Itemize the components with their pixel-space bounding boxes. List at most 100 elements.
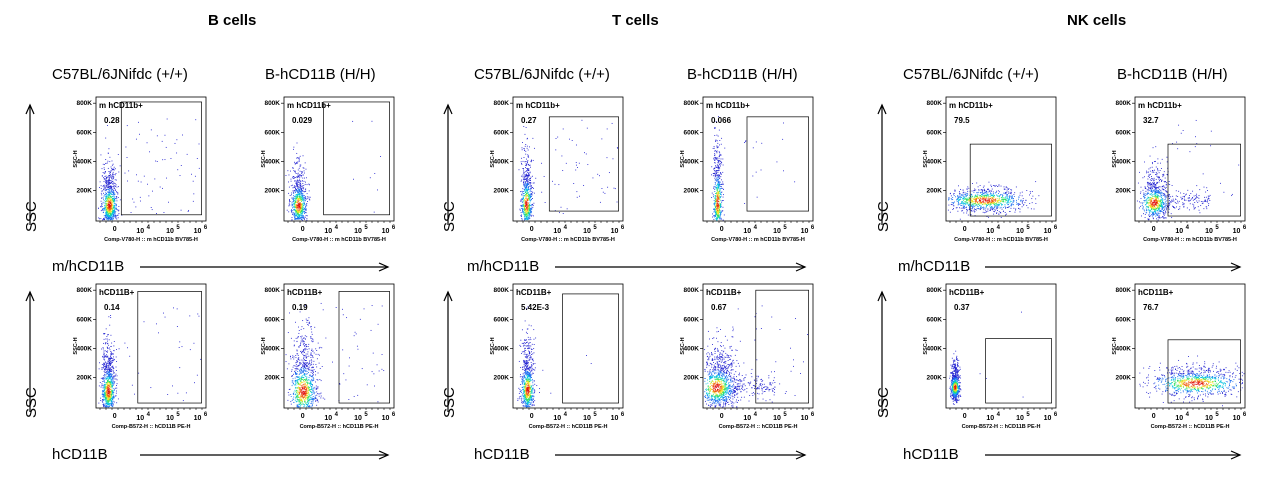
event-dot [1155,213,1157,215]
x-tick-label: 10 [743,228,751,235]
event-dot [104,397,106,399]
event-dot [300,191,302,193]
event-dot [972,204,974,206]
event-dot [292,207,293,209]
event-dot [1154,205,1155,206]
event-dot [990,193,992,195]
event-dot [1156,202,1158,204]
event-dot [524,190,526,192]
event-dot [302,174,304,176]
event-dot [296,209,298,211]
event-dot [988,202,990,204]
event-dot [300,209,302,211]
event-dot [714,200,716,202]
event-dot [170,158,172,159]
event-dot [1006,198,1008,200]
event-dot [297,209,299,211]
event-dot [996,208,998,210]
event-dot [993,196,995,198]
event-dot [1163,206,1165,207]
event-dot [525,175,527,177]
event-dot [998,197,1000,199]
event-dot [111,219,113,221]
event-dot [1163,189,1165,191]
event-dot [288,192,290,194]
event-dot [999,204,1000,206]
event-dot [302,190,304,192]
event-dot [101,190,103,192]
event-dot [529,164,531,166]
event-dot [303,170,305,172]
event-dot [1157,211,1159,213]
event-dot [110,390,112,392]
event-dot [993,201,995,203]
event-dot [1158,172,1160,174]
event-dot [964,206,965,208]
event-dot [962,198,964,200]
event-dot [526,187,528,189]
event-dot [298,210,300,212]
event-dot [1174,207,1176,209]
event-dot [1183,203,1185,204]
event-dot [716,198,718,200]
event-dot [984,198,986,200]
event-dot [963,195,965,197]
event-dot [110,203,112,205]
gate-box [746,116,809,212]
event-dot [150,129,152,131]
event-dot [299,185,301,187]
event-dot [1155,202,1157,204]
event-dot [984,196,986,198]
event-dot [293,171,295,173]
event-dot [1158,215,1160,217]
event-dot [533,187,534,189]
event-dot [297,185,298,187]
event-dot [529,185,531,187]
event-dot [989,200,991,202]
event-dot [979,200,981,202]
event-dot [744,142,745,144]
event-dot [719,197,721,199]
event-dot [979,199,980,201]
event-dot [1024,202,1026,204]
event-dot [1153,208,1154,210]
event-dot [1188,200,1190,202]
event-dot [301,195,303,197]
event-dot [1165,207,1167,209]
event-dot [111,201,113,203]
event-dot [301,185,303,187]
event-dot [103,384,105,386]
event-dot [1165,217,1167,219]
event-dot [523,216,525,217]
event-dot [715,179,717,181]
event-dot [293,176,295,178]
event-dot [1161,205,1163,207]
event-dot [1021,202,1023,204]
event-dot [1149,193,1151,195]
event-dot [104,206,106,208]
event-dot [106,367,108,368]
x-tick-label: 10 [324,228,332,235]
event-dot [961,195,963,197]
event-dot [959,199,961,200]
event-dot [103,192,105,194]
event-dot [530,161,532,163]
event-dot [303,191,305,193]
event-dot [112,204,113,206]
event-dot [104,179,106,181]
event-dot [981,204,983,205]
event-dot [1157,176,1159,178]
event-dot [994,204,996,206]
event-dot [299,206,301,208]
event-dot [991,200,992,202]
event-dot [1148,212,1150,214]
event-dot [717,189,719,191]
event-dot [1165,201,1166,203]
event-dot [584,152,585,154]
event-dot [718,187,720,189]
event-dot [968,200,970,202]
event-dot [719,195,721,197]
event-dot [1148,168,1150,170]
event-dot [524,210,526,212]
event-dot [983,200,984,202]
